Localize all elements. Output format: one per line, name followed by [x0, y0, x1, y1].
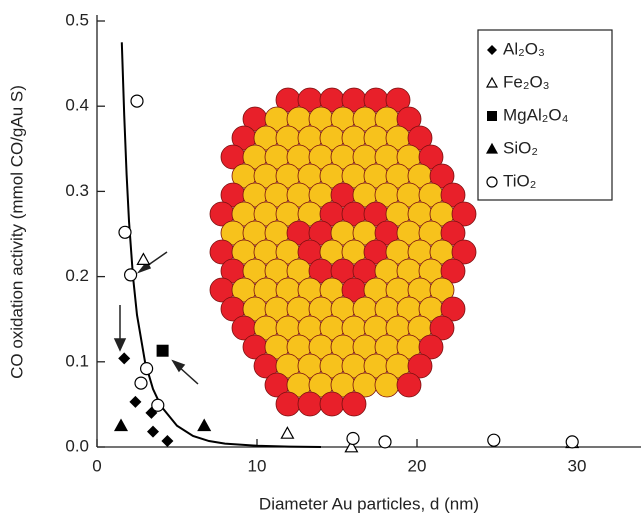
- y-tick-label: 0.3: [65, 181, 89, 200]
- x-tick-label: 20: [408, 456, 427, 475]
- point: [125, 269, 137, 281]
- point: [347, 432, 359, 444]
- point: [566, 436, 578, 448]
- y-tick-label: 0.2: [65, 266, 89, 285]
- atom: [375, 373, 399, 397]
- legend-label: Fe₂O₃: [503, 72, 550, 91]
- y-tick-label: 0.0: [65, 436, 89, 455]
- point: [157, 345, 169, 357]
- atom: [276, 392, 300, 416]
- x-tick-label: 0: [92, 456, 101, 475]
- legend-label: TiO₂: [503, 171, 536, 190]
- atom: [298, 392, 322, 416]
- point: [198, 420, 210, 431]
- point: [379, 436, 391, 448]
- point: [152, 399, 164, 411]
- point: [137, 254, 149, 265]
- nanoparticle-illustration: [210, 88, 476, 416]
- point: [115, 420, 127, 431]
- chart: Diameter Au particles, d (nm) CO oxidati…: [0, 0, 644, 517]
- y-tick-label: 0.4: [65, 96, 89, 115]
- point: [141, 363, 153, 375]
- y-tick-label: 0.5: [65, 10, 89, 29]
- atom: [342, 392, 366, 416]
- legend-label: Al₂O₃: [503, 39, 545, 58]
- legend-label: SiO₂: [503, 138, 538, 157]
- x-tick-label: 10: [248, 456, 267, 475]
- point: [161, 435, 173, 447]
- y-tick-label: 0.1: [65, 351, 89, 370]
- x-axis-label: Diameter Au particles, d (nm): [259, 494, 479, 513]
- legend-label: MgAl₂O₄: [503, 105, 569, 124]
- point: [129, 396, 141, 408]
- legend-marker: [487, 177, 497, 187]
- point: [135, 377, 147, 389]
- point: [119, 226, 131, 238]
- point: [147, 426, 159, 438]
- point: [281, 427, 293, 438]
- point: [118, 352, 130, 364]
- atom: [320, 392, 344, 416]
- legend-marker: [487, 111, 497, 121]
- x-tick-label: 30: [568, 456, 587, 475]
- y-axis-label: CO oxidation activity (mmol CO/gAu S): [7, 85, 26, 379]
- point: [131, 95, 143, 107]
- point: [488, 434, 500, 446]
- atom: [397, 373, 421, 397]
